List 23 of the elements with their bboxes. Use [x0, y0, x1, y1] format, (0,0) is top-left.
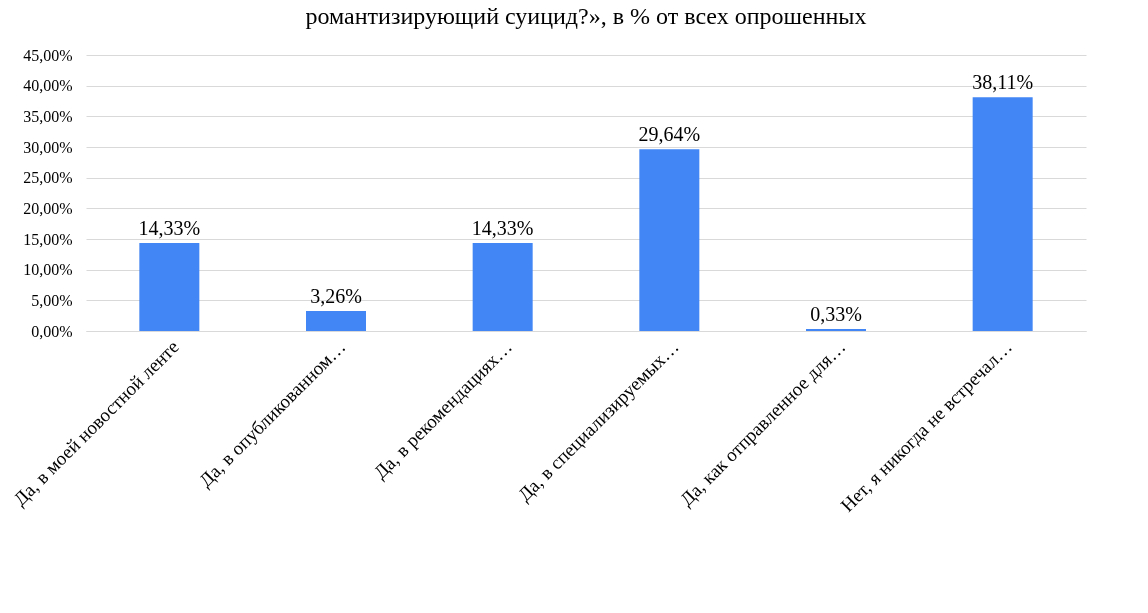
bar: [639, 149, 700, 331]
data-label: 3,26%: [310, 285, 362, 308]
y-tick-label: 35,00%: [23, 107, 73, 125]
y-tick-label: 5,00%: [31, 291, 73, 309]
y-tick-label: 25,00%: [23, 169, 73, 187]
bar: [472, 243, 533, 331]
bar: [306, 311, 366, 331]
y-tick-label: 20,00%: [23, 199, 73, 217]
data-label: 14,33%: [138, 217, 201, 240]
bar: [806, 328, 866, 331]
chart-title: романтизирующий суицид?», в % от всех опрошенных: [305, 3, 867, 29]
bar: [972, 97, 1033, 331]
data-label: 14,33%: [471, 217, 534, 240]
y-tick-label: 10,00%: [23, 261, 73, 279]
data-label: 0,33%: [810, 302, 862, 325]
bar: [139, 243, 200, 331]
data-label: 29,64%: [638, 123, 701, 146]
data-label: 38,11%: [972, 71, 1034, 94]
y-tick-label: 40,00%: [23, 77, 73, 95]
y-tick-label: 0,00%: [31, 322, 73, 340]
y-tick-label: 15,00%: [23, 230, 73, 248]
y-tick-label: 45,00%: [23, 46, 73, 64]
y-tick-label: 30,00%: [23, 138, 73, 156]
